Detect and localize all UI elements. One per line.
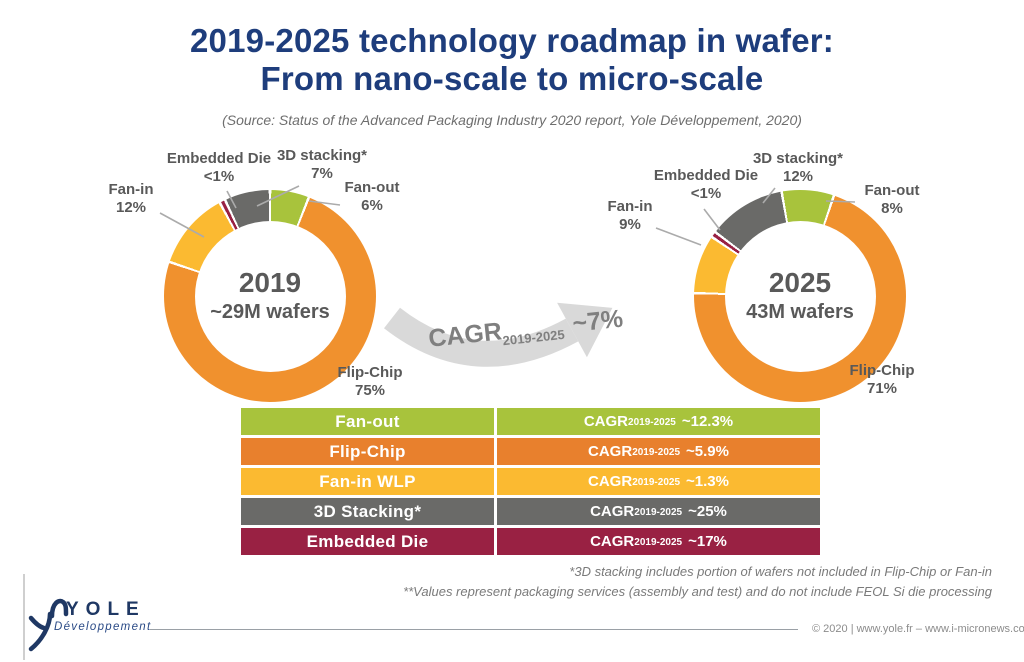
donut-label-2019-3d-stacking: 3D stacking* 7% <box>276 147 368 182</box>
table-cagr-cell: CAGR 2019-2025 ~1.3% <box>588 473 729 490</box>
footer-divider-line <box>150 629 798 630</box>
donut-chart-2019: 2019 ~29M wafers <box>164 190 376 402</box>
table-row-3d-stacking: 3D Stacking* CAGR 2019-2025 ~25% <box>241 498 820 525</box>
table-row-flip-chip: Flip-Chip CAGR 2019-2025 ~5.9% <box>241 438 820 465</box>
page-title-line1: 2019-2025 technology roadmap in wafer: <box>190 22 834 59</box>
footnote-1: *3D stacking includes portion of wafers … <box>569 564 992 579</box>
cagr-value: ~7% <box>571 304 625 338</box>
copyright-text: © 2020 | www.yole.fr – www.i-micronews.c… <box>812 623 1024 635</box>
donut-chart-2025: 2025 43M wafers <box>694 190 906 402</box>
source-note: (Source: Status of the Advanced Packagin… <box>222 112 802 128</box>
cagr-arrow-text: CAGR2019-2025 ~7% <box>427 303 639 354</box>
table-cagr-cell: CAGR 2019-2025 ~5.9% <box>588 443 729 460</box>
donut-label-2025-flip-chip: Flip-Chip 71% <box>849 362 915 397</box>
donut-label-2025-fan-out: Fan-out 8% <box>864 182 920 217</box>
donut-center-2019: 2019 ~29M wafers <box>194 220 346 372</box>
brand-name: YOLE <box>66 599 146 620</box>
table-cagr-cell: CAGR 2019-2025 ~25% <box>590 503 727 520</box>
donut-label-2019-flip-chip: Flip-Chip 75% <box>337 364 403 399</box>
cagr-period: 2019-2025 <box>501 326 566 349</box>
donut-label-2025-3d-stacking: 3D stacking* 12% <box>752 150 844 185</box>
table-technology-cell: Fan-in WLP <box>241 468 497 495</box>
cagr-label: CAGR <box>427 317 504 353</box>
page-title: 2019-2025 technology roadmap in wafer: F… <box>0 22 1024 99</box>
footnotes: *3D stacking includes portion of wafers … <box>272 562 992 601</box>
donut-label-2019-fan-out: Fan-out 6% <box>344 179 400 214</box>
table-cagr-cell: CAGR 2019-2025 ~17% <box>590 533 727 550</box>
table-technology-cell: Flip-Chip <box>241 438 497 465</box>
table-row-fan-out: Fan-out CAGR 2019-2025 ~12.3% <box>241 408 820 435</box>
footer-vertical-rule <box>23 574 25 660</box>
cagr-table: Fan-out CAGR 2019-2025 ~12.3% Flip-Chip CA… <box>241 408 820 558</box>
donut-volume-2025: 43M wafers <box>746 300 854 323</box>
donut-label-2019-embedded-die: Embedded Die <1% <box>166 150 272 185</box>
donut-volume-2019: ~29M wafers <box>210 300 330 323</box>
table-row-embedded-die: Embedded Die CAGR 2019-2025 ~17% <box>241 528 820 555</box>
table-technology-cell: Fan-out <box>241 408 497 435</box>
page-title-line2: From nano-scale to micro-scale <box>260 60 764 98</box>
donut-label-2019-fan-in: Fan-in 12% <box>108 181 154 216</box>
donut-center-2025: 2025 43M wafers <box>724 220 876 372</box>
table-cagr-cell: CAGR 2019-2025 ~12.3% <box>583 413 734 430</box>
donut-label-2025-fan-in: Fan-in 9% <box>607 198 653 233</box>
footnote-2: **Values represent packaging services (a… <box>403 583 992 599</box>
donut-year-2019: 2019 <box>238 267 302 299</box>
donut-year-2025: 2025 <box>768 267 832 299</box>
table-row-fan-in-wlp: Fan-in WLP CAGR 2019-2025 ~1.3% <box>241 468 820 495</box>
brand-subtitle: Développement <box>54 621 152 633</box>
donut-label-2025-embedded-die: Embedded Die <1% <box>653 167 759 202</box>
table-technology-cell: 3D Stacking* <box>241 498 497 525</box>
table-technology-cell: Embedded Die <box>241 528 497 555</box>
